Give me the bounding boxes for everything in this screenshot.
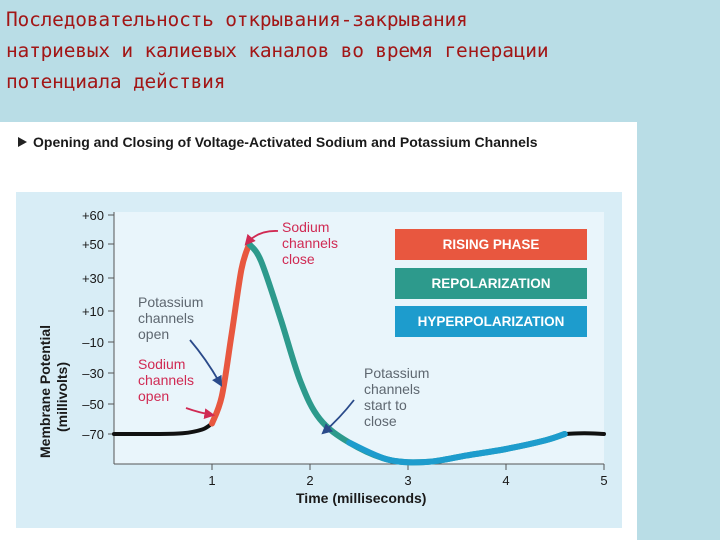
annotation-arrows (185, 230, 355, 435)
annotation-line: Potassium (364, 365, 429, 381)
baseline-start-line (112, 421, 214, 437)
figure-heading: Opening and Closing of Voltage-Activated… (33, 134, 538, 150)
annotation-potassium-close: Potassium channels start to close (364, 365, 429, 429)
x-tick-label: 2 (306, 473, 313, 488)
y-tick-label: –70 (82, 427, 104, 442)
annotation-line: Sodium (282, 219, 329, 235)
legend-rising-box (395, 229, 587, 260)
x-tick-label: 4 (502, 473, 509, 488)
legend-rising-label: RISING PHASE (443, 237, 540, 252)
arrow-sodium-open (185, 407, 216, 420)
triangle-right-icon (18, 137, 27, 147)
y-tick-label: –30 (82, 366, 104, 381)
slide-title-line: потенциала действия (6, 70, 226, 93)
annotation-line: channels (138, 372, 194, 388)
annotation-line: close (364, 413, 397, 429)
hyperpolarization-line (346, 431, 568, 466)
annotation-line: Sodium (138, 356, 185, 372)
axes: +60 +50 +30 +10 –10 –30 –50 –70 1 2 3 4 5 (82, 208, 608, 488)
annotation-potassium-open: Potassium channels open (138, 294, 203, 342)
legend: RISING PHASE REPOLARIZATION HYPERPOLARIZ… (395, 229, 587, 337)
annotation-sodium-close: Sodium channels close (282, 219, 338, 267)
annotation-sodium-open: Sodium channels open (138, 356, 194, 404)
legend-repolarization-box (395, 268, 587, 299)
annotation-line: open (138, 388, 169, 404)
slide-title: Последовательность открывания-закрывания… (6, 4, 718, 97)
y-axis-label: Membrane Potential (37, 325, 53, 458)
y-tick-label: +50 (82, 237, 104, 252)
y-tick-label: +30 (82, 271, 104, 286)
annotation-line: channels (138, 310, 194, 326)
slide-title-line: натриевых и калиевых каналов во время ге… (6, 39, 549, 62)
x-tick-label: 1 (208, 473, 215, 488)
potential-curve (112, 241, 606, 466)
y-tick-label: –50 (82, 397, 104, 412)
annotation-line: Potassium (138, 294, 203, 310)
arrow-sodium-close (244, 230, 279, 246)
y-tick-label: +60 (82, 208, 104, 223)
annotation-line: channels (364, 381, 420, 397)
arrow-potassium-open (189, 339, 223, 387)
x-tick-label: 3 (404, 473, 411, 488)
legend-hyperpolarization-label: HYPERPOLARIZATION (418, 314, 565, 329)
y-tick-label: +10 (82, 304, 104, 319)
annotation-line: start to (364, 397, 407, 413)
y-tick-label: –10 (82, 335, 104, 350)
rising-phase-line (209, 241, 253, 427)
legend-hyperpolarization-box (395, 306, 587, 337)
x-axis-label: Time (milliseconds) (296, 490, 426, 506)
annotation-line: open (138, 326, 169, 342)
action-potential-chart: Opening and Closing of Voltage-Activated… (16, 134, 622, 528)
arrow-potassium-close (321, 399, 355, 435)
slide-title-line: Последовательность открывания-закрывания (6, 8, 468, 31)
figure-panel: Opening and Closing of Voltage-Activated… (0, 122, 637, 540)
y-axis-units: (millivolts) (54, 362, 70, 432)
baseline-end-line (562, 431, 606, 436)
annotation-line: close (282, 251, 315, 267)
x-tick-label: 5 (600, 473, 607, 488)
legend-repolarization-label: REPOLARIZATION (432, 276, 551, 291)
annotation-line: channels (282, 235, 338, 251)
